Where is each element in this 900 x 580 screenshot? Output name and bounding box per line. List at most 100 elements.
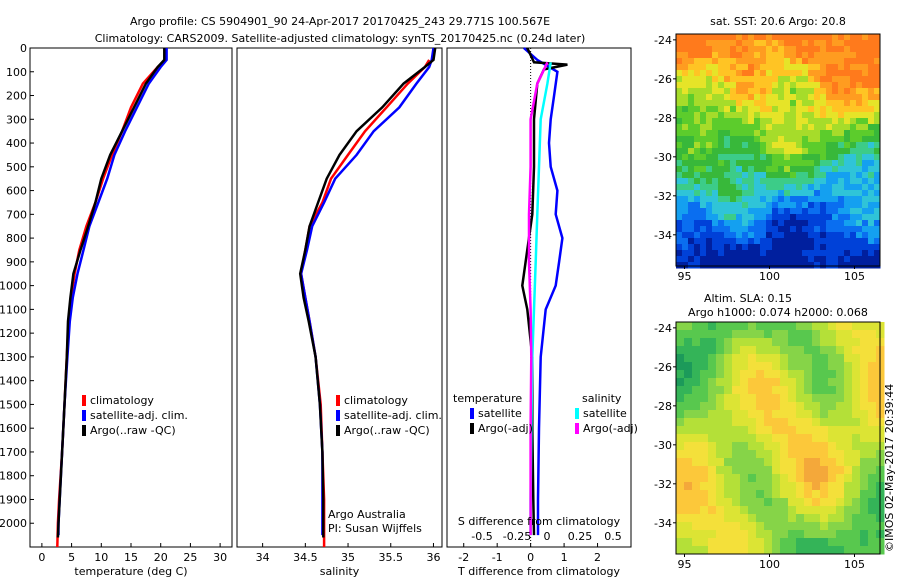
heatmap-cell <box>850 256 857 263</box>
heatmap-cell <box>874 64 881 71</box>
heatmap-cell <box>724 466 733 475</box>
heatmap-cell <box>700 238 707 245</box>
heatmap-cell <box>740 530 749 539</box>
heatmap-cell <box>706 262 713 269</box>
heatmap-cell <box>754 220 761 227</box>
heatmap-cell <box>772 58 779 65</box>
x-tick-label: 30 <box>213 551 227 564</box>
heatmap-cell <box>832 118 839 125</box>
heatmap-cell <box>742 232 749 239</box>
heatmap-cell <box>688 196 695 203</box>
heatmap-cell <box>732 426 741 435</box>
heatmap-cell <box>852 378 861 387</box>
heatmap-cell <box>736 220 743 227</box>
heatmap-cell <box>688 100 695 107</box>
panel2-annotation-line2: PI: Susan Wijffels <box>328 522 422 535</box>
heatmap-cell <box>754 262 761 269</box>
heatmap-cell <box>754 196 761 203</box>
heatmap-cell <box>868 244 875 251</box>
heatmap-cell <box>836 386 845 395</box>
heatmap-cell <box>718 166 725 173</box>
heatmap-cell <box>706 118 713 125</box>
heatmap-cell <box>724 208 731 215</box>
heatmap-cell <box>700 386 709 395</box>
heatmap-cell <box>862 100 869 107</box>
heatmap-cell <box>814 214 821 221</box>
heatmap-cell <box>796 172 803 179</box>
heatmap-cell <box>708 458 717 467</box>
heatmap-cell <box>784 220 791 227</box>
heatmap-cell <box>724 34 731 41</box>
heatmap-cell <box>802 238 809 245</box>
heatmap-cell <box>676 522 685 531</box>
heatmap-cell <box>772 70 779 77</box>
heatmap-cell <box>676 82 683 89</box>
heatmap-cell <box>850 40 857 47</box>
heatmap-cell <box>874 196 881 203</box>
heatmap-cell <box>712 226 719 233</box>
heatmap-cell <box>868 250 875 257</box>
heatmap-cell <box>772 106 779 113</box>
heatmap-cell <box>790 52 797 59</box>
heatmap-cell <box>832 40 839 47</box>
heatmap-cell <box>812 362 821 371</box>
heatmap-cell <box>784 208 791 215</box>
heatmap-cell <box>814 88 821 95</box>
heatmap-cell <box>804 538 813 547</box>
heatmap-cell <box>706 154 713 161</box>
y-tick-label: 200 <box>6 90 27 103</box>
heatmap-cell <box>676 208 683 215</box>
heatmap-cell <box>700 46 707 53</box>
heatmap-cell <box>844 100 851 107</box>
heatmap-cell <box>796 142 803 149</box>
heatmap-cell <box>760 256 767 263</box>
x-tick-label: 100 <box>759 270 780 283</box>
heatmap-cell <box>868 208 875 215</box>
heatmap-cell <box>718 250 725 257</box>
heatmap-cell <box>814 208 821 215</box>
heatmap-cell <box>812 498 821 507</box>
heatmap-cell <box>676 52 683 59</box>
heatmap-cell <box>748 136 755 143</box>
heatmap-cell <box>820 40 827 47</box>
heatmap-cell <box>724 46 731 53</box>
heatmap-cell <box>676 426 685 435</box>
heatmap-cell <box>862 232 869 239</box>
heatmap-cell <box>814 100 821 107</box>
heatmap-cell <box>838 88 845 95</box>
heatmap-cell <box>764 482 773 491</box>
heatmap-cell <box>826 214 833 221</box>
heatmap-cell <box>832 142 839 149</box>
heatmap-cell <box>712 130 719 137</box>
heatmap-cell <box>844 148 851 155</box>
heatmap-cell <box>712 124 719 131</box>
heatmap-cell <box>862 94 869 101</box>
heatmap-cell <box>814 160 821 167</box>
heatmap-cell <box>868 178 875 185</box>
heatmap-cell <box>692 346 701 355</box>
heatmap-cell <box>860 378 869 387</box>
heatmap-cell <box>676 418 685 427</box>
heatmap-cell <box>862 88 869 95</box>
heatmap-cell <box>736 250 743 257</box>
heatmap-cell <box>766 226 773 233</box>
heatmap-cell <box>826 238 833 245</box>
heatmap-cell <box>736 88 743 95</box>
heatmap-cell <box>682 82 689 89</box>
y-tick-label: -34 <box>654 229 672 242</box>
heatmap-cell <box>700 142 707 149</box>
heatmap-cell <box>682 172 689 179</box>
heatmap-cell <box>808 100 815 107</box>
heatmap-cell <box>788 338 797 347</box>
heatmap-cell <box>756 378 765 387</box>
heatmap-cell <box>790 256 797 263</box>
heatmap-cell <box>802 64 809 71</box>
heatmap-cell <box>828 418 837 427</box>
heatmap-cell <box>706 136 713 143</box>
heatmap-cell <box>832 112 839 119</box>
x-axis-label: T difference from climatology <box>457 565 620 578</box>
heatmap-cell <box>772 330 781 339</box>
heatmap-cell <box>868 458 877 467</box>
heatmap-cell <box>820 482 829 491</box>
heatmap-cell <box>684 538 693 547</box>
